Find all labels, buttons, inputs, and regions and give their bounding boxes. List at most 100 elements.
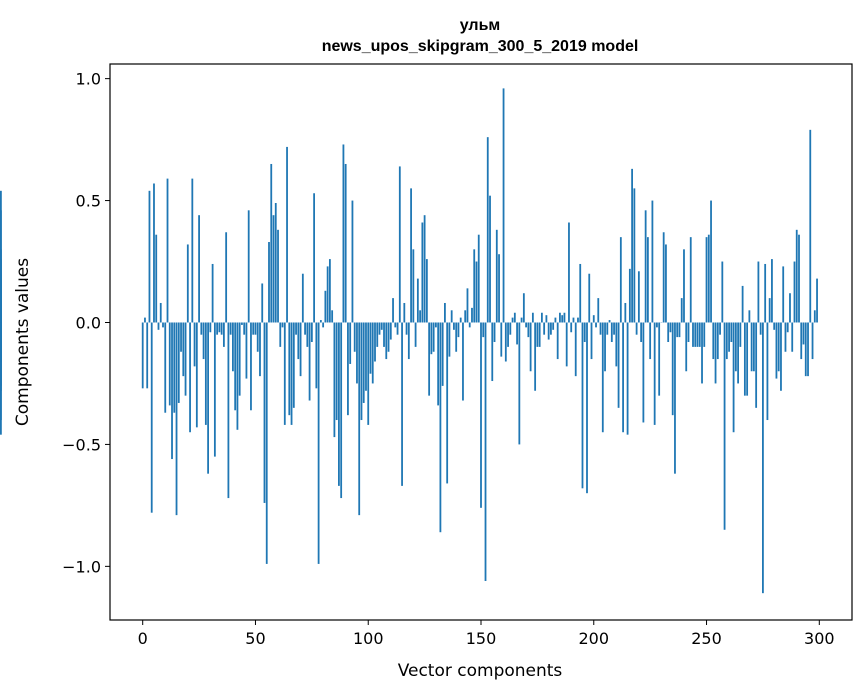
bar-167 — [518, 322, 521, 445]
bar-116 — [403, 302, 406, 323]
bar-101 — [369, 322, 372, 374]
bar-35 — [220, 322, 223, 335]
bar-140 — [457, 322, 460, 338]
bar-198 — [588, 273, 591, 323]
bar-26 — [200, 322, 203, 335]
bar-122 — [416, 278, 419, 323]
bar-297 — [811, 322, 814, 360]
bar-242 — [687, 322, 690, 342]
bar-133 — [441, 322, 444, 386]
bar-229 — [658, 322, 661, 396]
bar-218 — [633, 188, 636, 323]
x-axis-label: Vector components — [398, 661, 563, 681]
bar-251 — [707, 234, 710, 323]
bar-265 — [739, 322, 742, 347]
bar-227 — [653, 322, 656, 425]
bar-159 — [500, 322, 503, 357]
bar-9 — [162, 322, 164, 328]
bar-145 — [468, 322, 471, 328]
bar-274 — [759, 322, 762, 335]
bar-211 — [617, 322, 620, 408]
bar-66 — [290, 322, 293, 425]
bar-25 — [198, 215, 200, 323]
bar-217 — [631, 168, 633, 323]
bar-195 — [581, 322, 584, 489]
bar-41 — [234, 322, 237, 411]
bar-47 — [247, 210, 250, 323]
bar-185 — [559, 312, 561, 323]
bar-127 — [428, 322, 431, 396]
bar-82 — [326, 266, 329, 323]
bar-61 — [279, 322, 282, 347]
bar-142 — [462, 322, 464, 401]
bar-259 — [725, 322, 728, 360]
bar-33 — [216, 322, 219, 335]
bar-143 — [464, 310, 467, 323]
bar-161 — [504, 322, 507, 362]
bar-125 — [423, 215, 426, 323]
bar-11 — [166, 178, 169, 323]
bar-269 — [748, 310, 751, 323]
bar-126 — [425, 259, 428, 323]
bar-32 — [213, 322, 216, 457]
bar-69 — [297, 322, 300, 360]
bar-295 — [807, 322, 809, 377]
chart-title: ульм — [460, 17, 501, 34]
bar-283 — [780, 322, 782, 391]
bar-75 — [310, 322, 313, 342]
bar-12 — [168, 322, 171, 406]
bar-176 — [538, 322, 541, 347]
bar-271 — [752, 322, 755, 372]
bar-162 — [507, 322, 509, 347]
bar-279 — [771, 259, 773, 323]
bar-55 — [265, 322, 268, 564]
bar-77 — [315, 322, 318, 389]
bar-153 — [486, 137, 489, 323]
bar-119 — [410, 188, 412, 323]
bar-212 — [619, 237, 622, 323]
bar-63 — [283, 322, 286, 425]
bar-93 — [351, 200, 354, 323]
bar-60 — [277, 229, 279, 323]
bar-281 — [775, 322, 778, 379]
bar-213 — [622, 322, 624, 433]
bar-239 — [680, 298, 683, 323]
bar-115 — [401, 322, 403, 486]
bar-250 — [705, 237, 708, 323]
bar-277 — [766, 322, 769, 421]
bar-3 — [148, 190, 151, 323]
bar-135 — [446, 322, 449, 484]
bar-137 — [450, 310, 453, 323]
bar-150 — [480, 322, 482, 508]
bar-117 — [405, 322, 408, 335]
bar-95 — [356, 322, 358, 384]
bar-123 — [419, 310, 421, 323]
bar-222 — [642, 322, 645, 423]
bar-282 — [777, 322, 780, 372]
bar-223 — [644, 210, 647, 323]
bar-156 — [493, 322, 496, 342]
bar-0 — [141, 322, 144, 389]
bar-undefined — [0, 322, 2, 421]
bar-199 — [590, 322, 593, 360]
bar-232 — [665, 244, 667, 323]
bar-90 — [344, 163, 347, 323]
bar-175 — [536, 322, 539, 347]
x-tick-label: 250 — [691, 629, 722, 648]
bar-49 — [252, 322, 255, 335]
bar-270 — [750, 322, 753, 372]
x-tick-label: 300 — [804, 629, 835, 648]
bar-236 — [674, 322, 676, 474]
bar-105 — [378, 322, 381, 335]
bar-79 — [319, 320, 322, 323]
bar-124 — [421, 222, 424, 323]
bar-146 — [471, 307, 473, 323]
bar-208 — [610, 322, 613, 342]
bar-131 — [437, 322, 440, 406]
bar-248 — [701, 322, 703, 384]
bar-163 — [509, 322, 512, 335]
bar-256 — [719, 322, 721, 335]
bar-178 — [543, 322, 546, 335]
bar-289 — [793, 261, 796, 323]
bar-128 — [430, 322, 433, 355]
